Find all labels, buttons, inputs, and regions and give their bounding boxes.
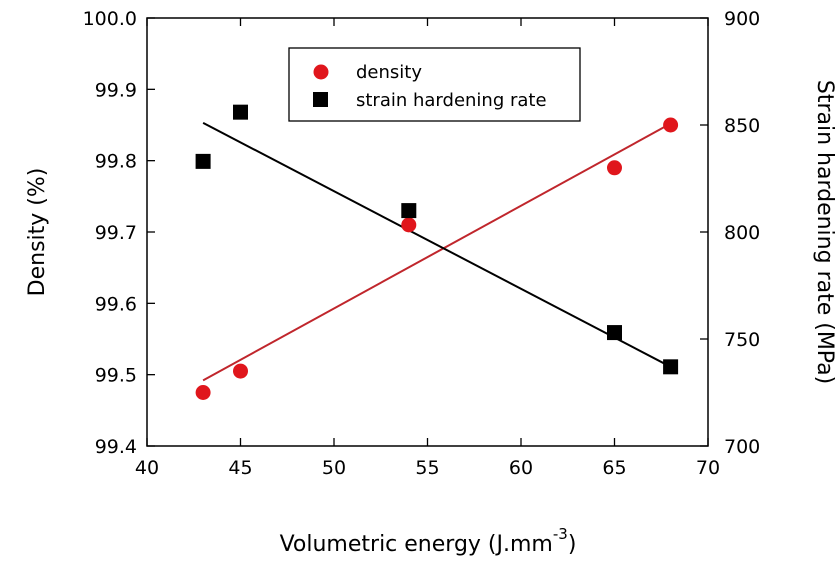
y-left-tick-label: 99.6 xyxy=(95,293,137,315)
y-right-tick-label: 750 xyxy=(724,329,760,351)
x-tick-label: 55 xyxy=(415,457,439,479)
x-tick-label: 70 xyxy=(696,457,720,479)
y-left-tick-label: 100.0 xyxy=(83,8,137,30)
x-tick-label: 45 xyxy=(228,457,252,479)
density-point xyxy=(195,385,211,400)
density-point xyxy=(233,363,248,379)
y-right-tick-label: 850 xyxy=(724,115,760,137)
strain-hardening-point xyxy=(195,153,211,169)
legend-box xyxy=(288,47,581,122)
y-left-tick-label: 99.5 xyxy=(95,365,137,387)
density-point xyxy=(607,160,622,176)
strain-hardening-point xyxy=(607,325,622,341)
legend: density strain hardening rate xyxy=(288,47,581,122)
legend-strain-label: strain hardening rate xyxy=(356,90,547,111)
strain-hardening-point xyxy=(401,203,417,219)
strain-hardening-point xyxy=(663,359,679,375)
y-right-tick-label: 900 xyxy=(724,8,760,30)
y-left-tick-label: 99.4 xyxy=(95,436,137,458)
y-right-tick-label: 700 xyxy=(724,436,760,458)
density-point xyxy=(663,117,679,133)
x-tick-label: 40 xyxy=(135,457,159,479)
y-left-tick-label: 99.7 xyxy=(95,222,137,244)
x-axis-title: Volumetric energy (J.mm-3) xyxy=(280,525,577,557)
x-axis-title-main: Volumetric energy (J.mm xyxy=(280,532,553,557)
y-left-tick-label: 99.8 xyxy=(95,151,137,173)
x-tick-label: 60 xyxy=(509,457,533,479)
x-axis-title-superscript: -3 xyxy=(553,525,568,543)
density-point xyxy=(401,217,417,233)
y-left-axis-title: Density (%) xyxy=(25,168,50,297)
density-fit-line xyxy=(202,122,672,382)
y-left-tick-label: 99.9 xyxy=(95,79,137,101)
legend-strain-marker xyxy=(313,92,328,107)
x-tick-label: 65 xyxy=(602,457,626,479)
strain-hardening-fit-line xyxy=(202,121,672,368)
y-right-tick-label: 800 xyxy=(724,222,760,244)
legend-density-label: density xyxy=(356,62,422,83)
fit-lines xyxy=(202,121,672,382)
y-right-axis-title: Strain hardening rate (MPa) xyxy=(812,80,836,384)
legend-density-marker xyxy=(313,64,329,80)
strain-hardening-point xyxy=(233,104,248,120)
x-tick-label: 50 xyxy=(322,457,346,479)
data-points xyxy=(195,104,679,400)
ticks: 40 45 50 55 60 65 70 99.4 99.5 99.6 99.7 99.8 99.9 10… xyxy=(83,8,761,479)
x-axis-title-suffix: ) xyxy=(568,532,577,557)
